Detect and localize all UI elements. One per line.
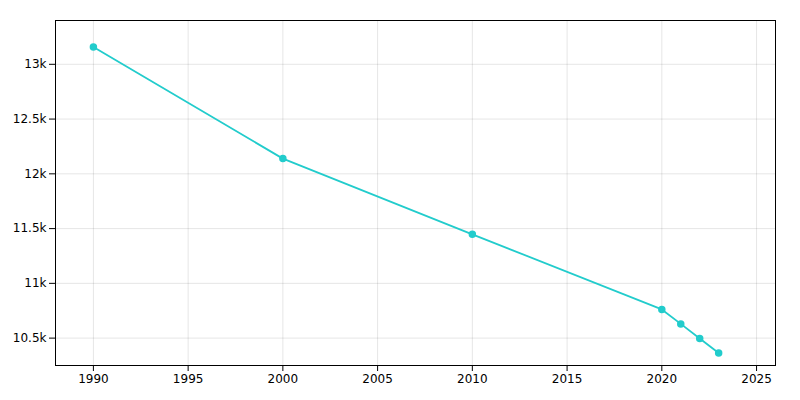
svg-text:2010: 2010 (457, 372, 488, 386)
svg-text:10.5k: 10.5k (13, 331, 47, 345)
svg-text:13k: 13k (24, 57, 46, 71)
svg-text:2000: 2000 (268, 372, 299, 386)
svg-text:2015: 2015 (552, 372, 583, 386)
svg-text:11.5k: 11.5k (13, 221, 47, 235)
svg-text:2005: 2005 (362, 372, 393, 386)
svg-text:2025: 2025 (741, 372, 772, 386)
svg-text:2020: 2020 (647, 372, 678, 386)
svg-text:11k: 11k (24, 276, 46, 290)
svg-text:12k: 12k (24, 167, 46, 181)
svg-text:1995: 1995 (173, 372, 204, 386)
svg-text:12.5k: 12.5k (13, 112, 47, 126)
svg-text:1990: 1990 (78, 372, 109, 386)
